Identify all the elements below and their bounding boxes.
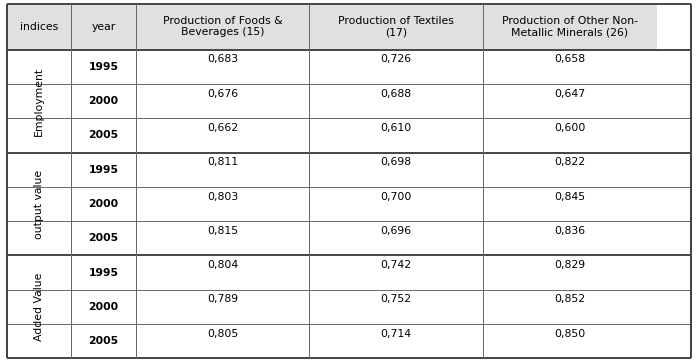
Text: 0,742: 0,742 xyxy=(380,260,412,270)
Text: 0,845: 0,845 xyxy=(554,191,586,202)
Bar xyxy=(135,50,309,84)
Text: Production of Textiles
(17): Production of Textiles (17) xyxy=(339,16,454,38)
Bar xyxy=(135,324,309,358)
Bar xyxy=(309,256,483,290)
Text: Production of Foods &
Beverages (15): Production of Foods & Beverages (15) xyxy=(163,16,282,38)
Text: year: year xyxy=(91,22,116,32)
Bar xyxy=(483,4,657,50)
Bar xyxy=(135,187,309,221)
Bar xyxy=(135,290,309,324)
Bar xyxy=(483,153,657,187)
Bar xyxy=(71,256,135,290)
Bar xyxy=(7,4,71,50)
Bar xyxy=(135,4,309,50)
Bar xyxy=(483,50,657,84)
Bar xyxy=(309,50,483,84)
Bar xyxy=(309,84,483,118)
Bar xyxy=(71,153,135,187)
Text: 0,610: 0,610 xyxy=(380,123,412,133)
Bar xyxy=(309,153,483,187)
Text: 2005: 2005 xyxy=(89,233,119,243)
Bar xyxy=(309,290,483,324)
Text: 0,700: 0,700 xyxy=(380,191,412,202)
Text: indices: indices xyxy=(20,22,58,32)
Text: 0,803: 0,803 xyxy=(207,191,238,202)
Bar xyxy=(135,118,309,153)
Text: 0,850: 0,850 xyxy=(554,329,586,339)
Bar xyxy=(483,290,657,324)
Text: 0,600: 0,600 xyxy=(554,123,586,133)
Bar xyxy=(135,153,309,187)
Text: 2005: 2005 xyxy=(89,336,119,346)
Text: 1995: 1995 xyxy=(89,165,119,175)
Text: 0,811: 0,811 xyxy=(207,157,238,167)
Text: 0,658: 0,658 xyxy=(554,54,586,64)
Bar xyxy=(309,324,483,358)
Text: Production of Other Non-
Metallic Minerals (26): Production of Other Non- Metallic Minera… xyxy=(502,16,638,38)
Bar xyxy=(71,118,135,153)
Bar xyxy=(135,221,309,256)
Bar xyxy=(71,4,135,50)
Text: 0,647: 0,647 xyxy=(554,89,586,98)
Bar xyxy=(309,118,483,153)
Text: 0,688: 0,688 xyxy=(380,89,412,98)
Text: output value: output value xyxy=(34,169,44,239)
Bar xyxy=(71,84,135,118)
Text: 0,662: 0,662 xyxy=(207,123,238,133)
Bar xyxy=(71,324,135,358)
Text: 0,852: 0,852 xyxy=(554,294,586,304)
Bar xyxy=(309,187,483,221)
Bar xyxy=(483,118,657,153)
Bar xyxy=(483,84,657,118)
Text: 0,714: 0,714 xyxy=(380,329,412,339)
Text: 0,822: 0,822 xyxy=(554,157,586,167)
Text: 0,683: 0,683 xyxy=(207,54,238,64)
Bar xyxy=(309,221,483,256)
Bar xyxy=(309,4,483,50)
Bar xyxy=(483,221,657,256)
Text: Added Value: Added Value xyxy=(34,273,44,341)
Text: 2005: 2005 xyxy=(89,130,119,140)
Text: 0,752: 0,752 xyxy=(380,294,412,304)
Bar xyxy=(7,50,71,153)
Text: 0,696: 0,696 xyxy=(380,226,412,236)
Bar xyxy=(71,50,135,84)
Bar xyxy=(71,221,135,256)
Text: 2000: 2000 xyxy=(89,96,119,106)
Text: 0,805: 0,805 xyxy=(207,329,238,339)
Text: Employment: Employment xyxy=(34,67,44,136)
Text: 0,676: 0,676 xyxy=(207,89,238,98)
Text: 0,836: 0,836 xyxy=(554,226,586,236)
Text: 1995: 1995 xyxy=(89,268,119,278)
Bar xyxy=(135,84,309,118)
Bar xyxy=(135,256,309,290)
Text: 1995: 1995 xyxy=(89,62,119,72)
Bar xyxy=(483,187,657,221)
Bar xyxy=(483,256,657,290)
Text: 0,789: 0,789 xyxy=(207,294,238,304)
Bar xyxy=(7,256,71,358)
Text: 2000: 2000 xyxy=(89,302,119,312)
Text: 0,726: 0,726 xyxy=(380,54,412,64)
Text: 2000: 2000 xyxy=(89,199,119,209)
Bar xyxy=(71,187,135,221)
Bar xyxy=(71,290,135,324)
Text: 0,698: 0,698 xyxy=(380,157,412,167)
Bar xyxy=(7,153,71,256)
Text: 0,804: 0,804 xyxy=(207,260,238,270)
Text: 0,829: 0,829 xyxy=(554,260,586,270)
Bar xyxy=(483,324,657,358)
Text: 0,815: 0,815 xyxy=(207,226,238,236)
